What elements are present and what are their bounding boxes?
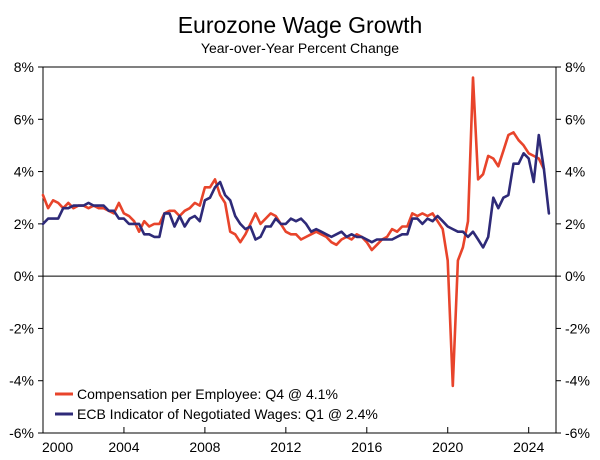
series-line-compensation — [41, 76, 546, 388]
axes-layer: -6% -6% -4% -4% -2% -2% 0% 0% 2% 2% 4% 4% 6% 6% 8% 8% 20… — [9, 59, 590, 455]
y-tick-label-left: 2% — [14, 216, 34, 232]
y-tick-label-right: 6% — [565, 111, 585, 127]
y-tick-label-right: 0% — [565, 268, 585, 284]
y-tick-label-left: -6% — [9, 425, 34, 441]
chart-title: Eurozone Wage Growth — [177, 12, 423, 38]
y-tick-label-left: -4% — [9, 373, 34, 389]
x-tick-label: 2024 — [513, 439, 544, 455]
y-tick-label-right: 2% — [565, 216, 585, 232]
y-tick-label-right: 4% — [565, 164, 585, 180]
x-tick-label: 2000 — [42, 439, 73, 455]
y-tick-label-left: 4% — [14, 164, 34, 180]
x-tick-label: 2004 — [108, 439, 139, 455]
y-tick-label-right: -4% — [565, 373, 590, 389]
x-tick-label: 2008 — [189, 439, 220, 455]
y-tick-label-right: 8% — [565, 59, 585, 75]
y-tick-label-left: 8% — [14, 59, 34, 75]
y-tick-label-left: 6% — [14, 111, 34, 127]
y-tick-label-left: -2% — [9, 320, 34, 336]
chart-subtitle: Year-over-Year Percent Change — [200, 40, 400, 56]
legend: Compensation per Employee: Q4 @ 4.1% ECB … — [46, 380, 418, 426]
x-tick-label: 2016 — [351, 439, 382, 455]
x-tick-label: 2012 — [270, 439, 301, 455]
x-tick-label: 2020 — [432, 439, 463, 455]
y-tick-label-right: -2% — [565, 320, 590, 336]
y-tick-label-right: -6% — [565, 425, 590, 441]
series-layer — [41, 76, 551, 388]
legend-box — [46, 380, 418, 426]
plot-frame — [42, 66, 557, 434]
legend-label: Compensation per Employee: Q4 @ 4.1% — [77, 386, 338, 402]
y-tick-label-left: 0% — [14, 268, 34, 284]
series-line-negotiated-wages — [41, 133, 551, 249]
legend-label: ECB Indicator of Negotiated Wages: Q1 @ … — [77, 406, 378, 422]
